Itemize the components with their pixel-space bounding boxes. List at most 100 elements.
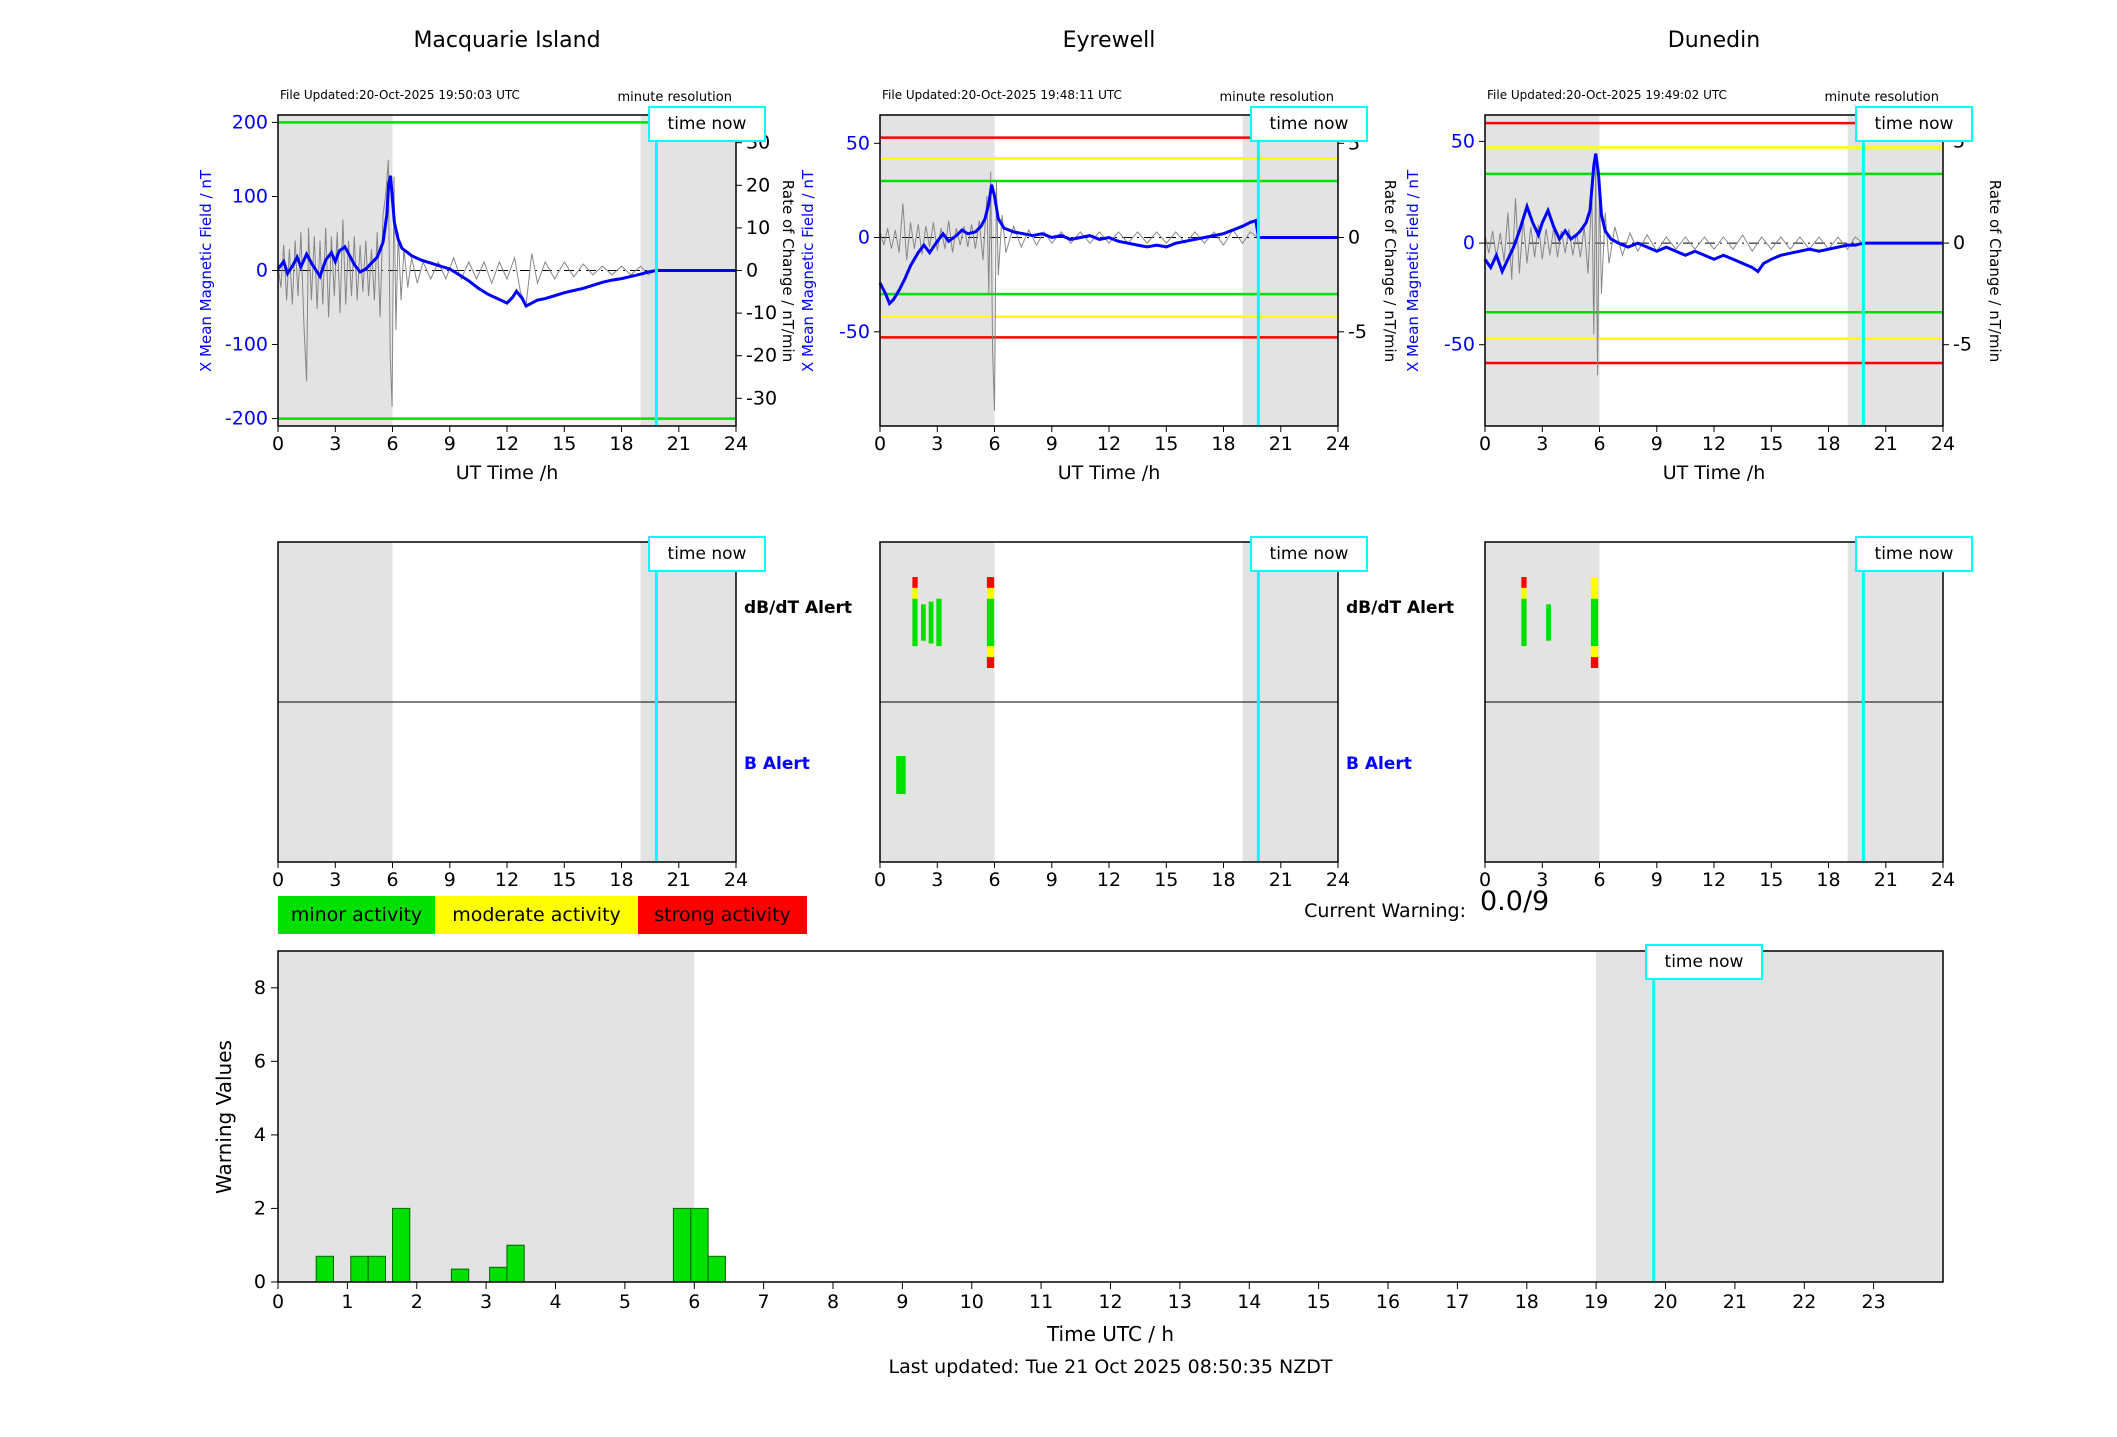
svg-text:9: 9 xyxy=(444,869,456,891)
svg-text:-10: -10 xyxy=(746,302,777,324)
svg-text:12: 12 xyxy=(1098,1291,1122,1313)
svg-text:3: 3 xyxy=(329,433,341,455)
svg-text:8: 8 xyxy=(254,977,266,999)
svg-text:24: 24 xyxy=(724,433,748,455)
svg-text:100: 100 xyxy=(232,186,268,208)
svg-text:14: 14 xyxy=(1237,1291,1261,1313)
svg-text:0: 0 xyxy=(1348,227,1360,249)
svg-text:-30: -30 xyxy=(746,387,777,409)
station-title-eyrewell: Eyrewell xyxy=(1062,28,1156,53)
svg-text:21: 21 xyxy=(1723,1291,1747,1313)
svg-text:15: 15 xyxy=(552,433,576,455)
svg-text:0: 0 xyxy=(256,260,268,282)
svg-text:9: 9 xyxy=(1651,869,1663,891)
svg-text:21: 21 xyxy=(667,433,691,455)
svg-text:0: 0 xyxy=(1463,232,1475,254)
x-axis-label: UT Time /h xyxy=(455,462,559,484)
svg-text:200: 200 xyxy=(232,111,268,133)
svg-text:9: 9 xyxy=(1046,869,1058,891)
time-now-label: time now xyxy=(648,536,766,572)
svg-text:18: 18 xyxy=(609,869,633,891)
svg-text:24: 24 xyxy=(1326,433,1350,455)
svg-text:15: 15 xyxy=(1759,869,1783,891)
b-alert-label: B Alert xyxy=(1346,754,1412,774)
svg-text:23: 23 xyxy=(1862,1291,1886,1313)
svg-text:18: 18 xyxy=(1816,433,1840,455)
dunedin-alert-chart: 0 3 6 9 12 15 18 21 24 xyxy=(1479,541,1955,891)
svg-text:15: 15 xyxy=(1154,869,1178,891)
time-now-label: time now xyxy=(1250,106,1368,142)
svg-text:6: 6 xyxy=(386,433,398,455)
svg-text:9: 9 xyxy=(1046,433,1058,455)
y-axis-label-rate: Rate of Change / nT/min xyxy=(1381,179,1400,362)
time-now-label: time now xyxy=(648,106,766,142)
svg-text:0: 0 xyxy=(1479,433,1491,455)
minute-resolution-label: minute resolution xyxy=(617,90,732,105)
svg-text:-5: -5 xyxy=(1348,321,1367,343)
svg-text:19: 19 xyxy=(1584,1291,1608,1313)
svg-text:21: 21 xyxy=(1269,433,1293,455)
svg-text:-200: -200 xyxy=(225,408,268,430)
x-axis-label: UT Time /h xyxy=(1057,462,1161,484)
svg-text:18: 18 xyxy=(1211,433,1235,455)
svg-text:8: 8 xyxy=(827,1291,839,1313)
svg-text:0: 0 xyxy=(254,1271,266,1293)
svg-text:21: 21 xyxy=(1269,869,1293,891)
legend-moderate: moderate activity xyxy=(435,896,638,934)
svg-text:3: 3 xyxy=(329,869,341,891)
macquarie-field-chart: 0 3 6 9 12 15 18 21 242001000-100-2003020100-10-… xyxy=(225,111,777,455)
warning-values-chart: 0 1 2 3 4 5 6 7 8 9 10 11 12 13 14 15 16 17 18 19 20 21 22 2302… xyxy=(254,950,1944,1313)
svg-text:15: 15 xyxy=(1759,433,1783,455)
svg-text:0: 0 xyxy=(874,869,886,891)
file-updated-dunedin: File Updated:20-Oct-2025 19:49:02 UTC xyxy=(1487,88,1727,102)
svg-text:3: 3 xyxy=(931,869,943,891)
svg-text:-50: -50 xyxy=(1444,334,1475,356)
svg-text:3: 3 xyxy=(480,1291,492,1313)
svg-text:2: 2 xyxy=(411,1291,423,1313)
y-axis-label-field: X Mean Magnetic Field / nT xyxy=(197,169,215,372)
svg-text:50: 50 xyxy=(1451,130,1475,152)
svg-text:12: 12 xyxy=(1097,869,1121,891)
svg-text:21: 21 xyxy=(667,869,691,891)
svg-text:-50: -50 xyxy=(839,321,870,343)
svg-text:20: 20 xyxy=(746,174,770,196)
current-warning-label: Current Warning: xyxy=(1304,900,1466,922)
svg-text:5: 5 xyxy=(619,1291,631,1313)
svg-text:15: 15 xyxy=(1154,433,1178,455)
svg-text:0: 0 xyxy=(272,869,284,891)
svg-text:6: 6 xyxy=(688,1291,700,1313)
svg-text:9: 9 xyxy=(1651,433,1663,455)
svg-text:9: 9 xyxy=(896,1291,908,1313)
warning-x-axis-label: Time UTC / h xyxy=(1046,1322,1175,1346)
time-now-label: time now xyxy=(1645,944,1763,980)
svg-text:0: 0 xyxy=(272,1291,284,1313)
svg-text:0: 0 xyxy=(1953,232,1965,254)
y-axis-label-field: X Mean Magnetic Field / nT xyxy=(1404,169,1422,372)
svg-text:4: 4 xyxy=(549,1291,561,1313)
svg-text:0: 0 xyxy=(874,433,886,455)
svg-text:6: 6 xyxy=(254,1050,266,1072)
svg-text:21: 21 xyxy=(1874,869,1898,891)
macquarie-alert-chart: 0 3 6 9 12 15 18 21 24 xyxy=(272,541,748,891)
legend-strong: strong activity xyxy=(638,896,807,934)
svg-text:3: 3 xyxy=(931,433,943,455)
svg-text:12: 12 xyxy=(1702,433,1726,455)
x-axis-label: UT Time /h xyxy=(1662,462,1766,484)
svg-text:1: 1 xyxy=(341,1291,353,1313)
minute-resolution-label: minute resolution xyxy=(1219,90,1334,105)
minute-resolution-label: minute resolution xyxy=(1824,90,1939,105)
station-title-macquarie: Macquarie Island xyxy=(413,28,601,53)
svg-text:12: 12 xyxy=(495,433,519,455)
svg-text:11: 11 xyxy=(1029,1291,1053,1313)
file-updated-macquarie: File Updated:20-Oct-2025 19:50:03 UTC xyxy=(280,88,520,102)
time-now-label: time now xyxy=(1855,536,1973,572)
svg-text:15: 15 xyxy=(1307,1291,1331,1313)
svg-text:4: 4 xyxy=(254,1124,266,1146)
svg-text:24: 24 xyxy=(1931,869,1955,891)
svg-text:3: 3 xyxy=(1536,869,1548,891)
svg-text:13: 13 xyxy=(1168,1291,1192,1313)
svg-text:21: 21 xyxy=(1874,433,1898,455)
